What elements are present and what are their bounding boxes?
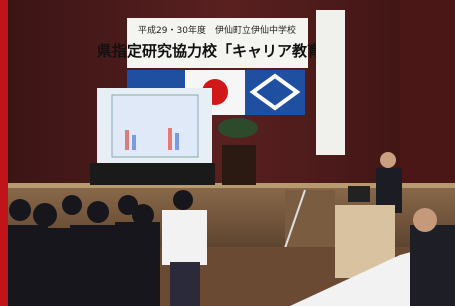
slide-bar (168, 128, 172, 150)
screen-stand (90, 163, 215, 185)
banner-line2: 県指定研究協力校「キャリア教育」 (97, 42, 337, 60)
person (30, 228, 75, 306)
person (70, 225, 115, 306)
seated-head (413, 208, 437, 232)
head (33, 203, 57, 227)
slide-bar (175, 133, 179, 150)
laptop (348, 186, 370, 202)
head (9, 199, 31, 221)
slide (112, 95, 198, 157)
red-edge (0, 0, 8, 306)
person (115, 222, 160, 306)
slide-bar (125, 130, 129, 150)
bonsai (218, 118, 258, 138)
person-legs (170, 262, 200, 306)
curtain-right (400, 0, 455, 200)
speaker-head (380, 152, 396, 168)
stage-steps (285, 190, 335, 248)
page: {"banner": {"line1": "平成29・30年度 伊仙町立伊仙中学… (0, 0, 455, 306)
head (173, 190, 193, 210)
photo: 平成29・30年度 伊仙町立伊仙中学校 県指定研究協力校「キャリア教育」 (0, 0, 455, 306)
banner-line1: 平成29・30年度 伊仙町立伊仙中学校 (138, 24, 296, 36)
bonsai-stand (222, 145, 256, 185)
head (62, 195, 82, 215)
vertical-banner (316, 10, 345, 155)
seated-person (410, 225, 455, 306)
slide-bar (132, 135, 136, 150)
head (132, 204, 154, 226)
person-white-shirt (162, 210, 207, 265)
head (87, 201, 109, 223)
